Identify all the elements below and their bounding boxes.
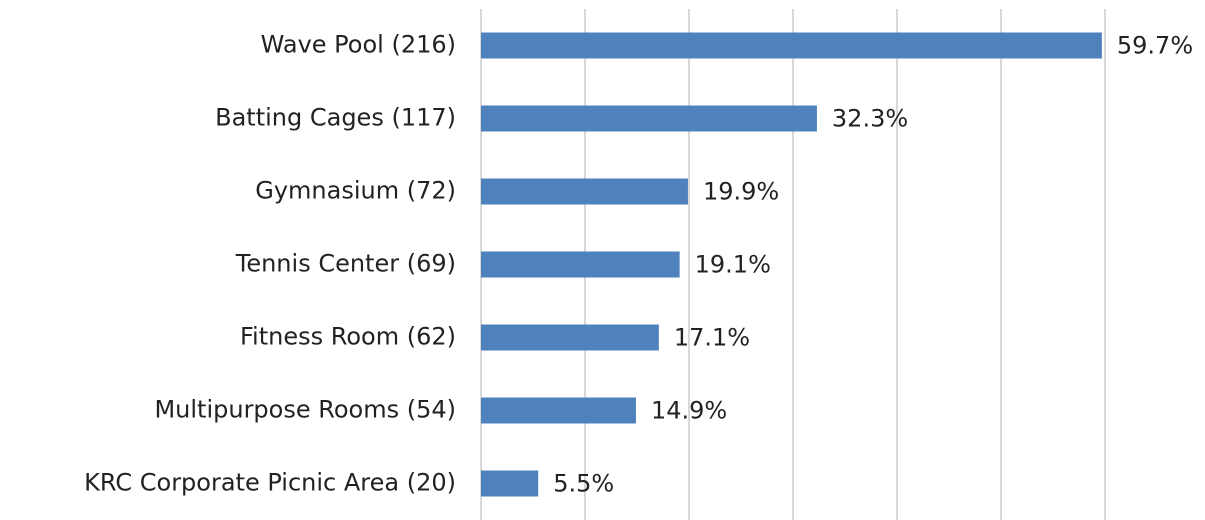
bar xyxy=(481,324,659,351)
y-tick-label: Gymnasium (72) xyxy=(255,177,456,205)
data-label: 14.9% xyxy=(651,397,727,425)
bar xyxy=(481,105,817,132)
data-label: 59.7% xyxy=(1117,32,1193,60)
bar xyxy=(481,32,1102,59)
y-tick-label: Tennis Center (69) xyxy=(235,250,456,278)
data-label: 19.9% xyxy=(703,178,779,206)
data-label: 32.3% xyxy=(832,105,908,133)
y-tick-label: Wave Pool (216) xyxy=(261,31,456,59)
bar xyxy=(481,178,688,205)
y-tick-label: Fitness Room (62) xyxy=(240,323,456,351)
data-label: 17.1% xyxy=(674,324,750,352)
y-tick-label: Batting Cages (117) xyxy=(215,104,456,132)
bar xyxy=(481,470,539,497)
data-label: 5.5% xyxy=(553,470,614,498)
y-tick-label: Multipurpose Rooms (54) xyxy=(154,396,456,424)
bar xyxy=(481,251,680,278)
bar xyxy=(481,397,636,424)
y-tick-label: KRC Corporate Picnic Area (20) xyxy=(84,469,456,497)
data-label: 19.1% xyxy=(695,251,771,279)
